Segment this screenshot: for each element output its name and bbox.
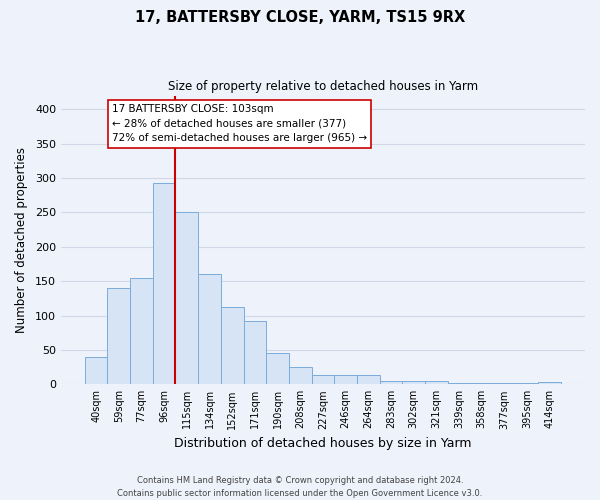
Text: 17, BATTERSBY CLOSE, YARM, TS15 9RX: 17, BATTERSBY CLOSE, YARM, TS15 9RX <box>135 10 465 25</box>
Bar <box>493 383 516 384</box>
Bar <box>289 367 311 384</box>
Text: Contains HM Land Registry data © Crown copyright and database right 2024.
Contai: Contains HM Land Registry data © Crown c… <box>118 476 482 498</box>
Bar <box>244 321 266 384</box>
Title: Size of property relative to detached houses in Yarm: Size of property relative to detached ho… <box>168 80 478 93</box>
Bar <box>153 183 175 384</box>
X-axis label: Distribution of detached houses by size in Yarm: Distribution of detached houses by size … <box>174 437 472 450</box>
Bar <box>266 352 289 384</box>
Bar <box>107 288 130 384</box>
Bar <box>516 383 538 384</box>
Bar <box>403 381 425 384</box>
Bar <box>334 376 357 384</box>
Text: 17 BATTERSBY CLOSE: 103sqm
← 28% of detached houses are smaller (377)
72% of sem: 17 BATTERSBY CLOSE: 103sqm ← 28% of deta… <box>112 104 367 144</box>
Y-axis label: Number of detached properties: Number of detached properties <box>15 147 28 333</box>
Bar <box>175 212 198 384</box>
Bar <box>470 383 493 384</box>
Bar <box>357 376 380 384</box>
Bar <box>311 376 334 384</box>
Bar <box>538 382 561 384</box>
Bar <box>130 278 153 384</box>
Bar <box>425 381 448 384</box>
Bar <box>198 274 221 384</box>
Bar <box>448 383 470 384</box>
Bar <box>380 381 403 384</box>
Bar <box>85 357 107 384</box>
Bar <box>221 306 244 384</box>
